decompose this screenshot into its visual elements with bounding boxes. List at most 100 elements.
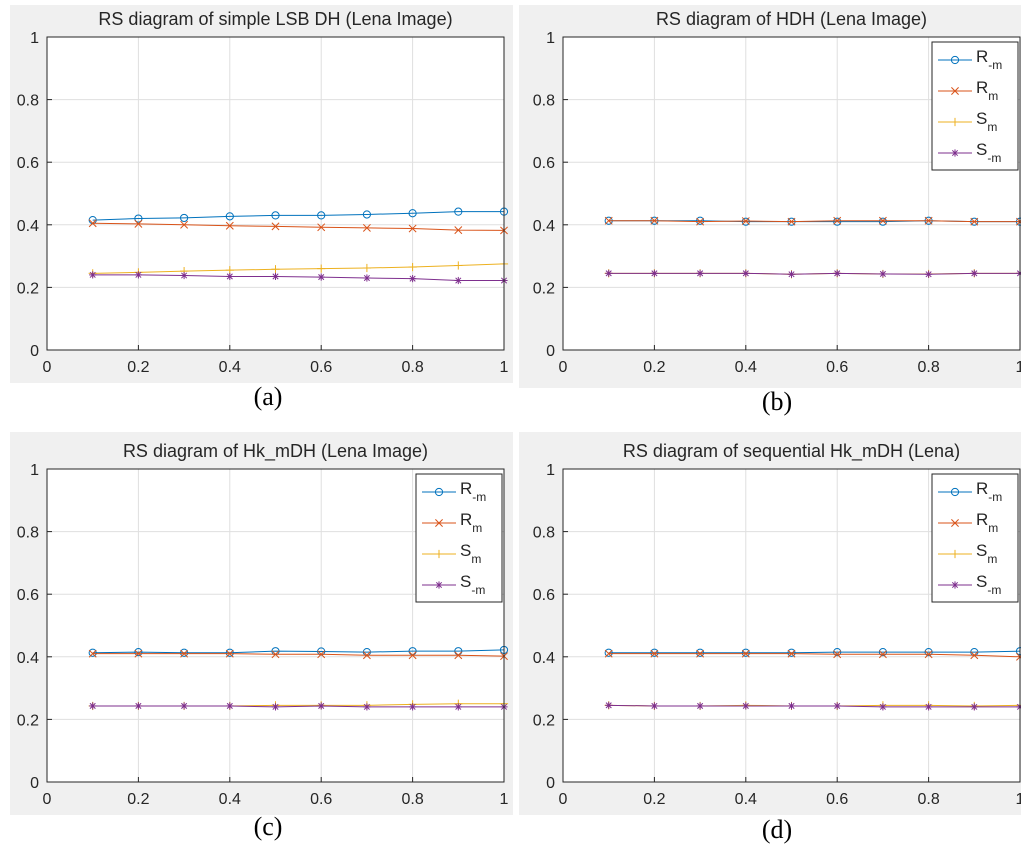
series-line-r-neg-m <box>608 650 1021 654</box>
legend-marker <box>435 581 443 589</box>
data-point-r-m <box>362 651 371 660</box>
data-point-r-neg-m <box>134 648 143 657</box>
data-point-r-neg-m <box>225 648 234 657</box>
x-tick-label: 0.6 <box>310 791 332 808</box>
data-point-r-m <box>741 649 750 658</box>
data-point-r-m <box>833 216 842 225</box>
data-point-r-m <box>408 224 417 233</box>
data-point-s-neg-m <box>787 702 796 710</box>
series-line-r-m <box>92 222 505 231</box>
grid <box>46 36 505 351</box>
x-tick-label: 0.4 <box>219 359 241 376</box>
y-tick-label: 0 <box>546 343 555 360</box>
y-tick-label: 0.6 <box>533 155 555 172</box>
y-tick-label: 0.8 <box>17 93 39 110</box>
x-tick-label: 1 <box>500 791 509 808</box>
x-tick-label: 0.6 <box>826 359 848 376</box>
series-line-s-neg-m <box>92 705 504 708</box>
data-point-r-m <box>225 649 234 658</box>
series-r-neg-m <box>604 647 1021 657</box>
data-point-r-neg-m <box>833 217 842 226</box>
series-line-r-m <box>608 653 1021 658</box>
data-point-r-neg-m <box>741 648 750 657</box>
y-tick-label: 0 <box>30 343 39 360</box>
data-point-r-neg-m <box>180 213 189 223</box>
series-s-neg-m <box>605 269 1021 278</box>
data-point-s-neg-m <box>180 702 188 710</box>
y-tick-label: 0.6 <box>17 587 39 604</box>
data-point-r-neg-m <box>741 217 750 226</box>
legend-label: R-m <box>976 47 1002 72</box>
data-point-r-m <box>134 649 143 658</box>
series-line-r-neg-m <box>92 211 504 221</box>
legend-item-r-neg-m: R-m <box>938 47 1002 72</box>
data-point-r-neg-m <box>604 648 613 657</box>
data-point-r-m <box>970 217 979 226</box>
data-point-r-neg-m <box>833 648 842 657</box>
data-point-r-m <box>696 217 705 226</box>
legend-marker <box>434 549 444 559</box>
data-point-s-neg-m <box>89 271 97 279</box>
series-line-s-neg-m <box>608 704 1020 708</box>
panel-caption: (b) <box>762 387 792 416</box>
series-line-r-m <box>608 220 1020 223</box>
legend: R-m Rm Sm S-m <box>931 41 1019 171</box>
data-point-r-m <box>878 216 887 225</box>
series-r-neg-m <box>88 645 509 657</box>
panel-caption: (c) <box>254 812 283 841</box>
data-point-s-neg-m <box>787 270 796 278</box>
data-point-s-m <box>271 265 280 274</box>
series-line-r-neg-m <box>92 649 505 654</box>
legend-label: R-m <box>460 479 486 504</box>
data-point-r-neg-m <box>924 648 933 657</box>
data-point-s-neg-m <box>742 269 750 277</box>
series-line-r-m <box>92 653 505 657</box>
axes-box <box>46 36 505 351</box>
x-tick-label: 1 <box>500 359 509 376</box>
legend-label: Rm <box>976 510 998 535</box>
legend-marker <box>950 55 960 65</box>
data-point-r-neg-m <box>787 648 796 657</box>
data-point-s-neg-m <box>605 269 613 277</box>
x-tick-label: 0.8 <box>401 791 423 808</box>
legend: R-m Rm Sm S-m <box>931 473 1019 603</box>
panel-caption: (d) <box>762 815 792 844</box>
x-tick-label: 0.8 <box>917 359 939 376</box>
data-point-s-neg-m <box>89 702 97 710</box>
x-tick-label: 0.4 <box>735 359 757 376</box>
data-point-r-m <box>454 226 463 235</box>
data-point-s-neg-m <box>363 703 371 711</box>
data-point-s-m <box>362 263 371 273</box>
y-tick-label: 0.4 <box>533 650 555 667</box>
axes-box <box>562 36 1021 351</box>
y-tick-label: 0.8 <box>533 93 555 110</box>
data-point-r-neg-m <box>696 216 705 225</box>
data-point-r-neg-m <box>878 648 888 657</box>
legend-marker <box>434 487 444 497</box>
x-tick-label: 0.6 <box>826 791 848 808</box>
data-point-s-neg-m <box>879 703 887 711</box>
series-s-m <box>88 259 509 278</box>
axes-box <box>46 468 505 783</box>
data-point-r-neg-m <box>225 212 234 221</box>
data-point-r-m <box>454 651 463 660</box>
data-point-r-m <box>924 650 933 659</box>
data-point-s-neg-m <box>180 271 188 280</box>
series-r-m <box>604 216 1021 226</box>
data-point-r-m <box>317 650 326 659</box>
x-tick-label: 0.2 <box>643 791 665 808</box>
legend-label: Sm <box>460 541 481 566</box>
y-tick-label: 1 <box>30 462 39 479</box>
data-point-s-neg-m <box>650 702 658 710</box>
x-tick-label: 0.4 <box>735 791 757 808</box>
data-point-s-neg-m <box>696 702 704 710</box>
data-point-s-neg-m <box>742 702 750 710</box>
y-tick-label: 0.6 <box>17 155 39 172</box>
x-tick-label: 0.2 <box>127 791 149 808</box>
data-point-r-m <box>604 216 613 225</box>
legend-marker <box>950 487 960 497</box>
data-point-r-m <box>604 649 613 658</box>
data-point-r-m <box>741 217 750 225</box>
data-point-r-neg-m <box>650 648 659 657</box>
